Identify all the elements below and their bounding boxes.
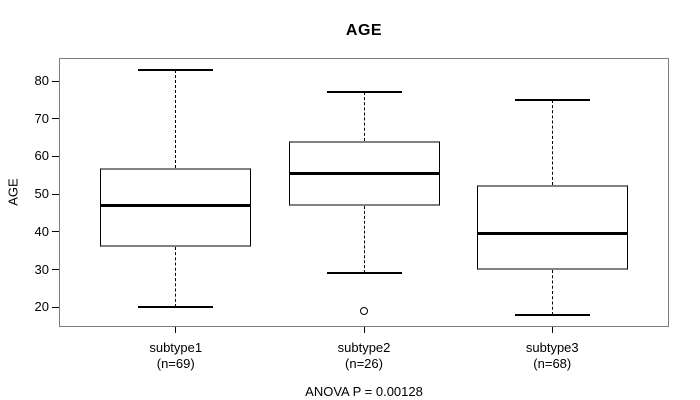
- x-tick-mark: [363, 327, 365, 333]
- y-tick-label: 60: [34, 148, 49, 164]
- y-tick-mark: [52, 306, 59, 308]
- y-tick-label: 20: [34, 299, 49, 315]
- median-line: [100, 204, 252, 208]
- x-tick-mark: [175, 327, 177, 333]
- y-tick-label: 70: [34, 110, 49, 126]
- box-subtype3: [476, 184, 628, 270]
- whisker-upper: [175, 69, 177, 168]
- y-tick-mark: [52, 231, 59, 233]
- x-tick-mark: [551, 327, 553, 333]
- median-line: [288, 171, 440, 175]
- whisker-cap-lower: [326, 272, 402, 275]
- x-category-subtype3: subtype3 (n=68): [526, 340, 579, 371]
- y-tick-mark: [52, 80, 59, 82]
- x-category-label: subtype3: [525, 340, 579, 355]
- box-subtype1: [100, 167, 252, 247]
- plot-area-border: [59, 58, 669, 327]
- y-tick-mark: [52, 118, 59, 120]
- x-category-n-label: (n=68): [533, 355, 572, 371]
- y-tick-label: 30: [34, 261, 49, 277]
- whisker-cap-lower: [138, 306, 214, 309]
- whisker-cap-upper: [138, 68, 214, 71]
- y-tick-label: 80: [34, 73, 49, 88]
- y-tick-label: 40: [34, 223, 49, 239]
- whisker-cap-lower: [514, 313, 590, 316]
- x-category-n-label: (n=69): [156, 355, 195, 371]
- y-tick-mark: [52, 155, 59, 157]
- median-line: [476, 232, 628, 236]
- whisker-lower: [551, 269, 553, 315]
- x-category-label: subtype2: [337, 340, 391, 355]
- chart-title: AGE: [345, 22, 383, 39]
- whisker-upper: [551, 99, 553, 185]
- x-category-subtype1: subtype1 (n=69): [149, 340, 202, 371]
- x-category-n-label: (n=26): [345, 355, 383, 371]
- y-tick-label: 50: [34, 186, 49, 202]
- anova-p-text: ANOVA P = 0.00128: [305, 384, 423, 399]
- x-category-label: subtype1: [149, 340, 203, 355]
- y-tick-mark: [52, 193, 59, 195]
- x-category-subtype2: subtype2 (n=26): [338, 340, 391, 371]
- whisker-lower: [175, 247, 177, 308]
- y-tick-mark: [52, 269, 59, 271]
- whisker-lower: [363, 205, 365, 274]
- whisker-cap-upper: [514, 98, 590, 101]
- whisker-upper: [363, 92, 365, 142]
- whisker-cap-upper: [326, 91, 402, 94]
- outlier-point: [360, 307, 368, 316]
